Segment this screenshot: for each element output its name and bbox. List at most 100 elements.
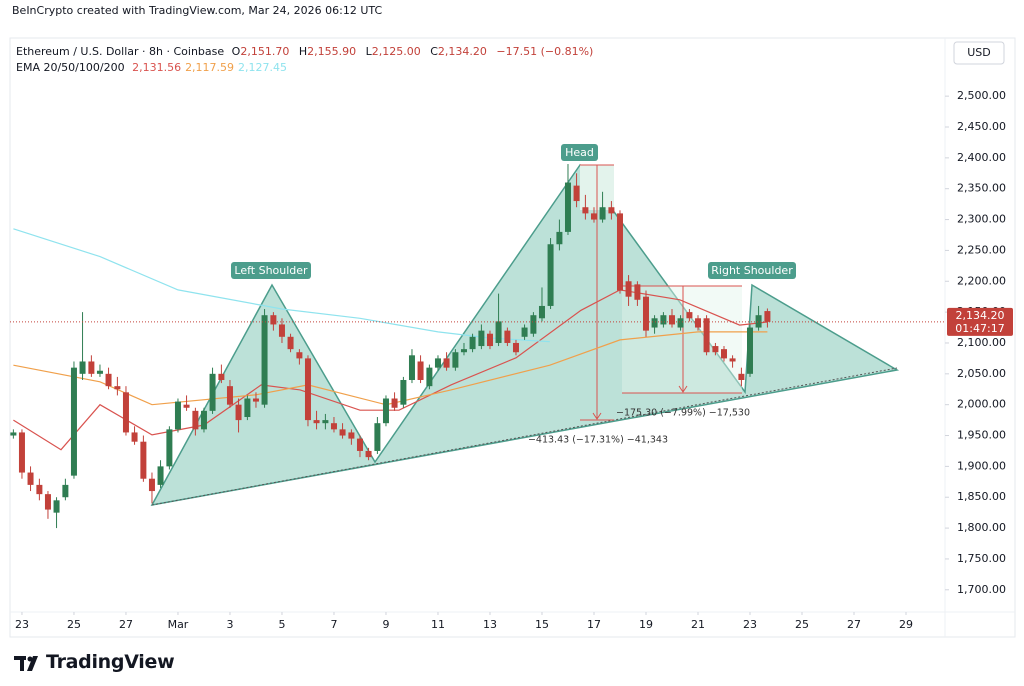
candle-body <box>235 404 242 421</box>
candle-body <box>538 305 545 319</box>
candle-body <box>192 410 199 430</box>
candle-body <box>226 386 233 405</box>
y-tick-label: 1,750.00 <box>957 552 1006 565</box>
currency-box[interactable] <box>953 41 1005 65</box>
candle-body <box>131 432 138 442</box>
candle-body <box>668 315 675 325</box>
legend-row: Ethereum / U.S. Dollar · 8h · Coinbase O… <box>16 45 599 58</box>
candle-body <box>547 244 554 306</box>
x-tick-label: 3 <box>226 618 233 631</box>
x-tick-label: 23 <box>15 618 29 631</box>
x-tick-label: 5 <box>278 618 285 631</box>
ema-value: 2,131.56 <box>132 61 182 74</box>
candle-body <box>252 398 259 402</box>
y-tick-label: 1,800.00 <box>957 521 1006 534</box>
candle-body <box>720 349 727 359</box>
candle-body <box>408 355 415 380</box>
y-tick-label: 1,950.00 <box>957 429 1006 442</box>
candle-body <box>166 429 173 467</box>
candle-body <box>417 361 424 380</box>
candle-body <box>53 500 60 513</box>
candle-body <box>183 404 190 408</box>
candle-body <box>495 321 502 343</box>
candle-body <box>330 423 337 430</box>
chart-frame <box>9 37 1016 638</box>
x-tick-label: 11 <box>431 618 445 631</box>
label-box <box>561 144 598 161</box>
candle-body <box>148 478 155 492</box>
x-tick-label: 19 <box>639 618 653 631</box>
candle-body <box>573 185 580 202</box>
candle-body <box>304 358 311 421</box>
candle-body <box>200 410 207 430</box>
pattern-label: Right Shoulder <box>711 264 793 277</box>
ohlc-key: O <box>231 45 241 58</box>
candle-body <box>564 182 571 232</box>
x-tick-label: 9 <box>382 618 389 631</box>
candle-body <box>322 420 329 424</box>
candle-body <box>70 367 77 476</box>
ema-value: 2,117.59 <box>185 61 235 74</box>
candle-body <box>261 315 268 405</box>
candle-body <box>296 352 303 359</box>
x-tick-label: 25 <box>795 618 809 631</box>
measure-label: −175.30 (−7.99%) −17,530 <box>616 408 750 419</box>
x-tick-label: 27 <box>119 618 133 631</box>
candle-body <box>694 318 701 328</box>
candle-body <box>365 450 372 458</box>
candle-body <box>452 352 459 368</box>
label-box <box>708 262 796 279</box>
candle-body <box>556 231 563 245</box>
candle-body <box>625 281 632 297</box>
candle-body <box>521 327 528 337</box>
candle-body <box>313 420 320 424</box>
candle-body <box>530 315 537 334</box>
x-tick-label: 17 <box>587 618 601 631</box>
candle-body <box>469 336 476 350</box>
candle-body <box>96 370 103 374</box>
ohlc-key: L <box>365 45 372 58</box>
ohlc-value: 2,151.70 <box>240 45 290 58</box>
candle-body <box>599 207 606 220</box>
logo-part <box>20 656 24 671</box>
candle-body <box>616 213 623 291</box>
ema-value: 2,127.45 <box>238 61 288 74</box>
ohlc-value: 2,155.90 <box>307 45 357 58</box>
candle-body <box>374 423 381 451</box>
y-tick-label: 2,200.00 <box>957 274 1006 287</box>
candle-body <box>703 318 710 353</box>
x-tick-label: 21 <box>691 618 705 631</box>
y-tick-label: 1,700.00 <box>957 583 1006 596</box>
candle-body <box>122 392 129 433</box>
x-tick-label: 7 <box>330 618 337 631</box>
candle-body <box>105 373 112 387</box>
candle-body <box>504 330 511 343</box>
x-tick-label: Mar <box>168 618 189 631</box>
candle-body <box>460 349 467 353</box>
credit: BeInCrypto created with TradingView.com,… <box>12 4 383 17</box>
x-tick-label: 23 <box>743 618 757 631</box>
x-tick-label: 27 <box>847 618 861 631</box>
y-tick-label: 2,350.00 <box>957 182 1006 195</box>
logo-part <box>27 656 33 662</box>
candle-body <box>634 284 641 300</box>
y-tick-label: 2,400.00 <box>957 151 1006 164</box>
price-tag-value: 2,134.20 <box>956 309 1005 322</box>
candle-body <box>278 324 285 337</box>
change: −17.51 (−0.81%) <box>496 45 594 58</box>
y-tick-label: 2,000.00 <box>957 398 1006 411</box>
candle-body <box>686 312 693 319</box>
candle-body <box>512 342 519 353</box>
plot-layer <box>10 164 771 529</box>
candle-body <box>434 358 441 368</box>
y-tick-label: 2,250.00 <box>957 243 1006 256</box>
x-tick-label: 15 <box>535 618 549 631</box>
candle-body <box>590 213 597 220</box>
ohlc-value: 2,125.00 <box>371 45 421 58</box>
measure-label: −413.43 (−17.31%) −41,343 <box>528 435 668 446</box>
measure-box <box>622 286 742 393</box>
currency: USD <box>967 46 991 59</box>
y-tick-label: 2,500.00 <box>957 89 1006 102</box>
